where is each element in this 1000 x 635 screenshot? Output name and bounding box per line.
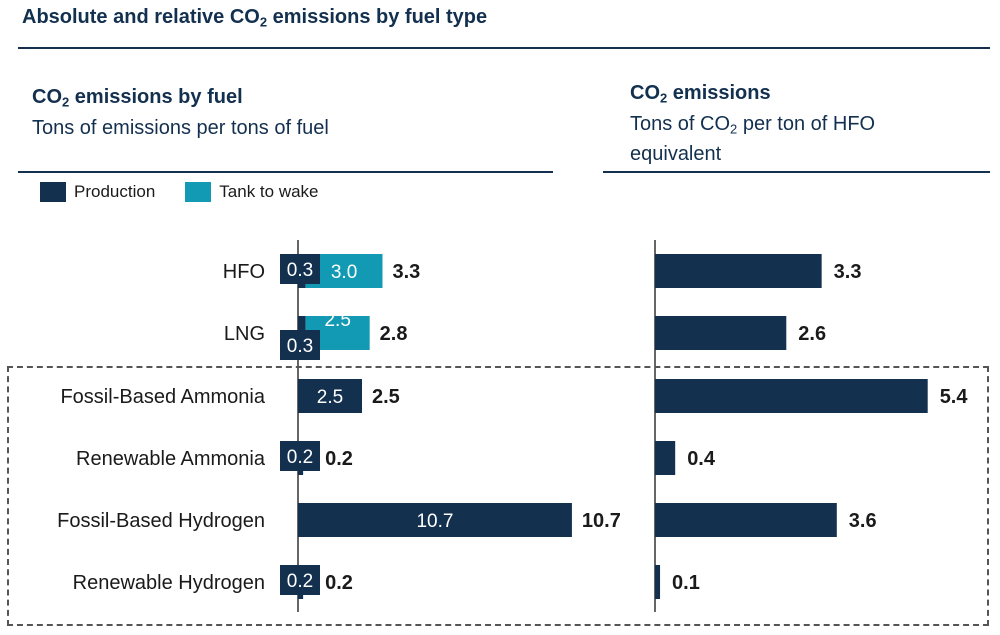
- legend-tank-to-wake-swatch: [185, 182, 212, 202]
- value-label-fossil-based-ammonia: 5.4: [940, 386, 969, 408]
- left-panel-subtitle: Tons of emissions per tons of fuel: [32, 117, 329, 139]
- left-panel-rule: [18, 171, 553, 173]
- chart-title: Absolute and relative CO2 emissions by f…: [22, 6, 488, 30]
- total-label-lng: 2.8: [380, 323, 408, 345]
- data-label-production-renewable-hydrogen: 0.2: [287, 571, 313, 592]
- category-label-fossil-based-ammonia: Fossil-Based Ammonia: [60, 386, 265, 408]
- value-label-renewable-hydrogen: 0.1: [672, 572, 700, 594]
- category-label-renewable-ammonia: Renewable Ammonia: [76, 448, 266, 470]
- data-label-tank-to-wake-lng: 2.5: [324, 310, 350, 331]
- total-label-hfo: 3.3: [392, 261, 420, 283]
- value-label-fossil-based-hydrogen: 3.6: [849, 510, 877, 532]
- value-label-renewable-ammonia: 0.4: [687, 448, 716, 470]
- bar-hfo-equivalent-fossil-based-hydrogen: [655, 503, 837, 537]
- title-rule: [18, 47, 990, 49]
- value-label-hfo: 3.3: [834, 261, 862, 283]
- data-label-production-hfo: 0.3: [287, 260, 313, 281]
- category-label-fossil-based-hydrogen: Fossil-Based Hydrogen: [57, 510, 265, 532]
- total-label-renewable-ammonia: 0.2: [325, 448, 353, 470]
- bar-hfo-equivalent-lng: [655, 316, 787, 350]
- total-label-renewable-hydrogen: 0.2: [325, 572, 353, 594]
- category-label-hfo: HFO: [223, 261, 265, 283]
- bar-hfo-equivalent-fossil-based-ammonia: [655, 379, 928, 413]
- bar-production-fossil-based-hydrogen: [298, 503, 572, 537]
- legend-production-label: Production: [74, 182, 156, 201]
- data-label-tank-to-wake-hfo: 3.0: [331, 262, 357, 283]
- data-label-production-lng: 0.3: [287, 336, 313, 357]
- legend: Production Tank to wake: [40, 182, 349, 202]
- total-label-fossil-based-hydrogen: 10.7: [582, 510, 621, 532]
- category-label-renewable-hydrogen: Renewable Hydrogen: [73, 572, 265, 594]
- data-label-box-production-hfo: [280, 254, 320, 284]
- data-label-production-fossil-based-hydrogen: 10.7: [416, 511, 453, 532]
- value-label-lng: 2.6: [798, 323, 826, 345]
- total-label-fossil-based-ammonia: 2.5: [372, 386, 400, 408]
- legend-tank-to-wake: Tank to wake: [185, 182, 319, 202]
- legend-production: Production: [40, 182, 155, 202]
- bar-production-fossil-based-ammonia: [298, 379, 362, 413]
- bar-hfo-equivalent-hfo: [655, 254, 822, 288]
- data-label-box-production-renewable-ammonia: [280, 441, 320, 471]
- legend-tank-to-wake-label: Tank to wake: [219, 182, 319, 201]
- data-label-production-renewable-ammonia: 0.2: [287, 447, 313, 468]
- category-label-lng: LNG: [224, 323, 265, 345]
- bar-hfo-equivalent-renewable-hydrogen: [655, 565, 661, 599]
- right-panel-title: CO2 emissions: [630, 82, 771, 106]
- left-panel-title: CO2 emissions by fuel: [32, 86, 243, 110]
- data-label-box-production-lng: [280, 330, 320, 360]
- legend-production-swatch: [40, 182, 66, 202]
- ammonia-hydrogen-highlight-box: [7, 366, 989, 626]
- data-label-production-fossil-based-ammonia: 2.5: [317, 387, 343, 408]
- bar-hfo-equivalent-renewable-ammonia: [655, 441, 676, 475]
- right-panel-rule: [603, 171, 990, 173]
- data-label-box-production-renewable-hydrogen: [280, 565, 320, 595]
- right-panel-subtitle: Tons of CO2 per ton of HFO equivalent: [630, 113, 876, 165]
